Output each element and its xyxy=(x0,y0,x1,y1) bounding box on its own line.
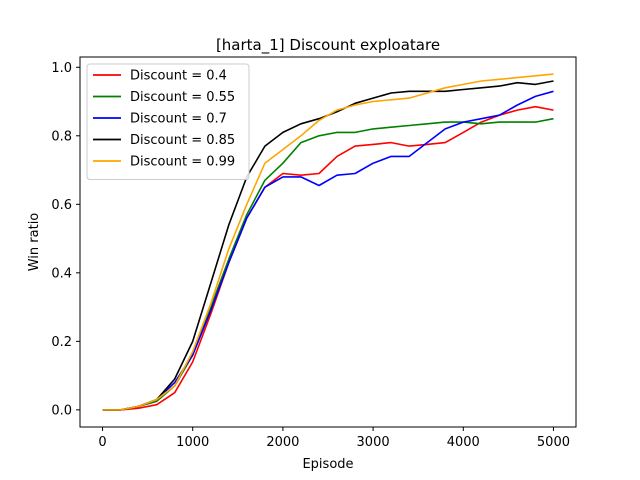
legend-box xyxy=(86,63,250,180)
y-axis-label: Win ratio xyxy=(27,213,42,272)
legend-label: Discount = 0.55 xyxy=(130,90,235,105)
plot-area xyxy=(102,73,554,411)
x-tick-label: 2000 xyxy=(266,435,299,450)
series-line-3 xyxy=(102,90,554,411)
y-axis: 0.0 0.2 0.4 0.6 0.8 1.0 xyxy=(51,61,80,418)
legend-label: Discount = 0.4 xyxy=(130,69,227,84)
legend-label: Discount = 0.7 xyxy=(130,112,227,127)
x-tick-label: 4000 xyxy=(447,435,480,450)
x-tick-label: 1000 xyxy=(176,435,209,450)
y-tick-label: 0.8 xyxy=(51,129,72,144)
x-tick-label: 3000 xyxy=(357,435,390,450)
x-axis: 0 1000 2000 3000 4000 5000 xyxy=(98,427,570,450)
legend-label: Discount = 0.99 xyxy=(130,155,235,170)
x-tick-label: 0 xyxy=(98,435,106,450)
legend: Discount = 0.4 Discount = 0.55 Discount = … xyxy=(86,63,250,180)
series-line-5 xyxy=(102,73,554,411)
y-tick-label: 0.4 xyxy=(51,266,72,281)
plot-frame xyxy=(79,56,577,428)
y-tick-label: 0.2 xyxy=(51,335,72,350)
chart-title: [harta_1] Discount exploatare xyxy=(216,36,440,55)
x-axis-label: Episode xyxy=(302,457,353,472)
y-tick-label: 1.0 xyxy=(51,61,72,76)
legend-label: Discount = 0.85 xyxy=(130,133,235,148)
y-tick-label: 0.0 xyxy=(51,403,72,418)
y-tick-label: 0.6 xyxy=(51,198,72,213)
x-tick-label: 5000 xyxy=(537,435,570,450)
